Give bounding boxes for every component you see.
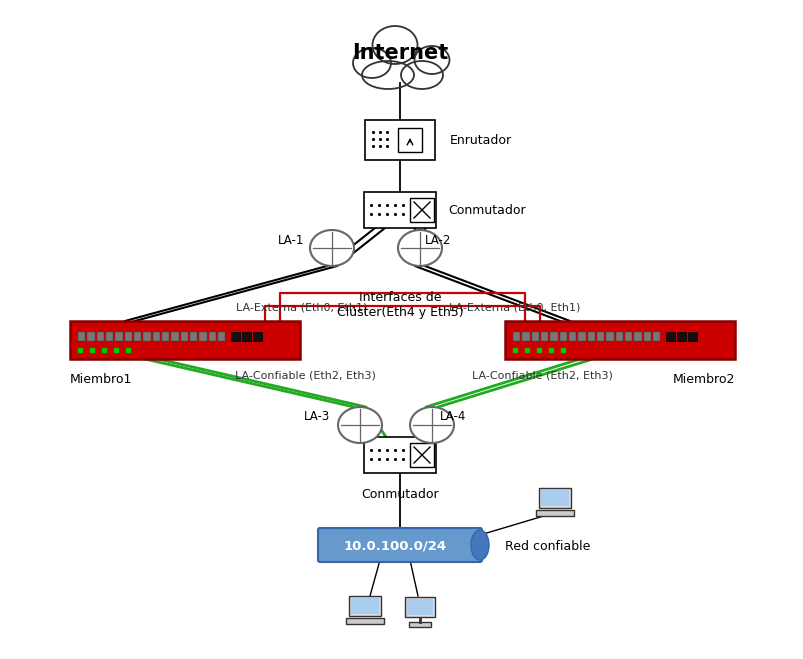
FancyBboxPatch shape (88, 332, 95, 341)
FancyBboxPatch shape (96, 332, 104, 341)
Text: LA-3: LA-3 (304, 411, 329, 424)
FancyBboxPatch shape (231, 332, 240, 341)
FancyBboxPatch shape (522, 332, 529, 341)
Text: LA-Externa (Eth0, Eth1): LA-Externa (Eth0, Eth1) (236, 303, 367, 313)
FancyBboxPatch shape (625, 332, 632, 341)
FancyBboxPatch shape (243, 332, 251, 341)
FancyBboxPatch shape (143, 332, 151, 341)
Ellipse shape (414, 46, 449, 74)
Ellipse shape (410, 407, 454, 443)
Ellipse shape (471, 530, 488, 560)
Ellipse shape (397, 230, 442, 266)
FancyBboxPatch shape (153, 332, 160, 341)
FancyBboxPatch shape (540, 490, 569, 506)
FancyBboxPatch shape (634, 332, 641, 341)
FancyBboxPatch shape (536, 510, 573, 516)
FancyBboxPatch shape (134, 332, 141, 341)
FancyBboxPatch shape (171, 332, 178, 341)
FancyBboxPatch shape (190, 332, 198, 341)
FancyBboxPatch shape (349, 596, 381, 616)
FancyBboxPatch shape (209, 332, 216, 341)
FancyBboxPatch shape (181, 332, 188, 341)
Text: 10.0.100.0/24: 10.0.100.0/24 (343, 540, 446, 552)
FancyBboxPatch shape (666, 332, 675, 341)
Text: Enrutador: Enrutador (450, 134, 512, 146)
FancyBboxPatch shape (406, 599, 433, 614)
FancyBboxPatch shape (643, 332, 650, 341)
FancyBboxPatch shape (199, 332, 206, 341)
FancyBboxPatch shape (364, 437, 435, 473)
Ellipse shape (353, 48, 390, 78)
Ellipse shape (401, 61, 442, 89)
FancyBboxPatch shape (652, 332, 660, 341)
Text: Miembro2: Miembro2 (672, 373, 734, 386)
FancyBboxPatch shape (106, 332, 113, 341)
Ellipse shape (361, 61, 414, 89)
FancyBboxPatch shape (587, 332, 594, 341)
FancyBboxPatch shape (218, 332, 225, 341)
Text: Conmutador: Conmutador (447, 204, 525, 217)
FancyBboxPatch shape (409, 622, 430, 627)
FancyBboxPatch shape (559, 332, 566, 341)
FancyBboxPatch shape (162, 332, 169, 341)
Ellipse shape (337, 407, 381, 443)
FancyBboxPatch shape (78, 332, 85, 341)
FancyBboxPatch shape (318, 528, 482, 562)
Text: Red confiable: Red confiable (504, 540, 589, 554)
FancyBboxPatch shape (70, 321, 300, 359)
FancyBboxPatch shape (597, 332, 604, 341)
Text: Interfaces de
Clúster(Eth4 y Eth5): Interfaces de Clúster(Eth4 y Eth5) (336, 291, 463, 319)
FancyBboxPatch shape (540, 332, 548, 341)
FancyBboxPatch shape (512, 332, 520, 341)
FancyBboxPatch shape (677, 332, 686, 341)
Text: Conmutador: Conmutador (361, 488, 438, 501)
Text: LA-Confiable (Eth2, Eth3): LA-Confiable (Eth2, Eth3) (234, 370, 375, 380)
Text: LA-1: LA-1 (277, 233, 304, 246)
Ellipse shape (310, 230, 353, 266)
Text: LA-4: LA-4 (439, 411, 466, 424)
FancyBboxPatch shape (615, 332, 622, 341)
FancyBboxPatch shape (605, 332, 613, 341)
FancyBboxPatch shape (364, 192, 435, 228)
FancyBboxPatch shape (124, 332, 132, 341)
FancyBboxPatch shape (351, 598, 378, 614)
FancyBboxPatch shape (687, 332, 697, 341)
FancyBboxPatch shape (253, 332, 262, 341)
FancyBboxPatch shape (116, 332, 123, 341)
FancyBboxPatch shape (504, 321, 734, 359)
FancyBboxPatch shape (349, 67, 450, 89)
FancyBboxPatch shape (577, 332, 585, 341)
Text: Miembro1: Miembro1 (70, 373, 132, 386)
Text: LA-2: LA-2 (425, 233, 450, 246)
Text: LA-Confiable (Eth2, Eth3): LA-Confiable (Eth2, Eth3) (471, 370, 612, 380)
FancyBboxPatch shape (365, 120, 434, 160)
FancyBboxPatch shape (405, 597, 434, 617)
Text: LA-Externa (Eth0, Eth1): LA-Externa (Eth0, Eth1) (449, 303, 580, 313)
FancyBboxPatch shape (569, 332, 576, 341)
FancyBboxPatch shape (550, 332, 557, 341)
FancyBboxPatch shape (345, 618, 384, 624)
FancyBboxPatch shape (538, 488, 570, 508)
Ellipse shape (372, 26, 417, 64)
FancyBboxPatch shape (531, 332, 538, 341)
Text: Internet: Internet (352, 43, 447, 63)
